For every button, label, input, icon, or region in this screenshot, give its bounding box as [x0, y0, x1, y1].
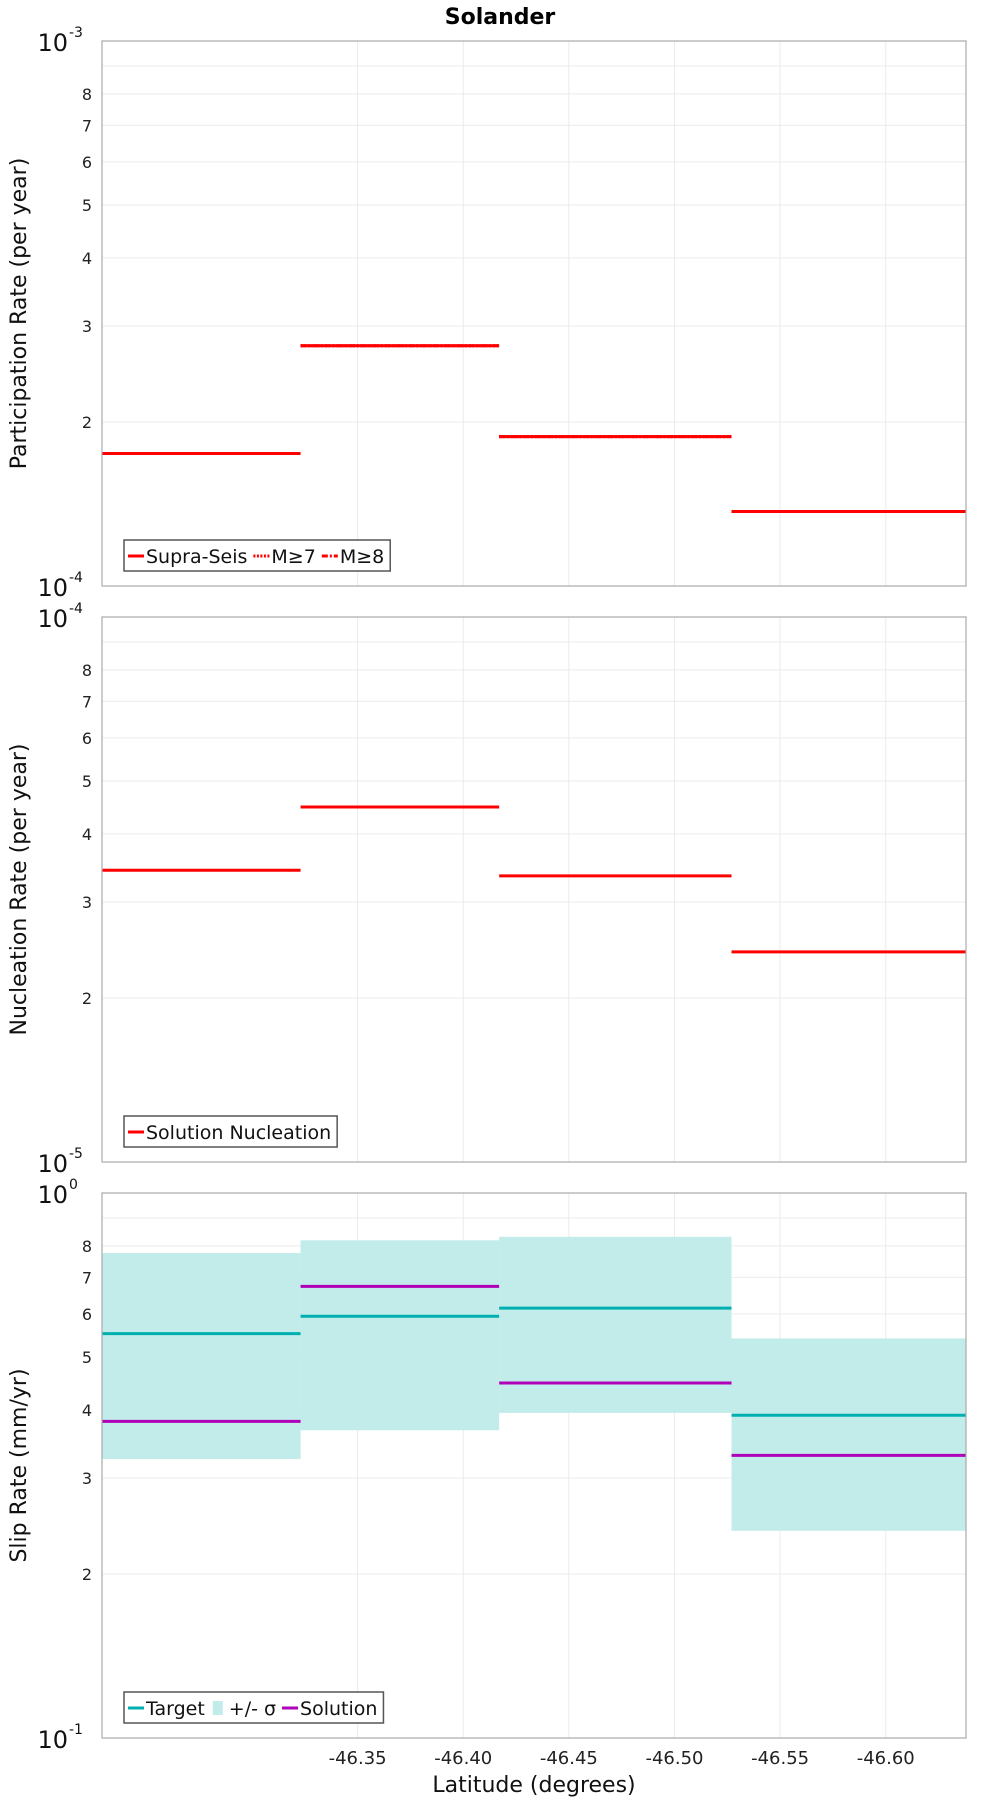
y-tick-label: 7	[82, 116, 92, 135]
plot-frame	[101, 1192, 967, 1739]
y-major-tick-label: 10	[37, 1726, 68, 1754]
y-tick-label: 2	[82, 989, 92, 1008]
sigma-band	[499, 1236, 732, 1413]
y-tick-label: 3	[82, 317, 92, 336]
x-tick-label: -46.50	[645, 1748, 703, 1769]
x-tick-label: -46.55	[751, 1748, 809, 1769]
y-tick-label: 4	[82, 825, 92, 844]
y-major-tick-exponent: -3	[69, 25, 83, 41]
y-tick-label: 6	[82, 1305, 92, 1324]
legend-label: Solution Nucleation	[146, 1122, 331, 1144]
y-major-tick-exponent: -5	[69, 1146, 83, 1162]
x-tick-label: -46.60	[857, 1748, 915, 1769]
plot-frame	[101, 616, 967, 1163]
y-major-tick-exponent: 0	[69, 1177, 78, 1193]
y-tick-label: 5	[82, 1348, 92, 1367]
y-tick-label: 4	[82, 1401, 92, 1420]
legend-label: Solution	[300, 1698, 377, 1720]
x-tick-label: -46.40	[434, 1748, 492, 1769]
y-major-tick-label: 10	[37, 605, 68, 633]
y-tick-label: 3	[82, 1469, 92, 1488]
y-axis-label: Participation Rate (per year)	[7, 158, 32, 470]
y-tick-label: 2	[82, 413, 92, 432]
chart-title: Solander	[445, 5, 556, 30]
legend: Solution Nucleation	[123, 1115, 338, 1148]
y-tick-label: 8	[82, 85, 92, 104]
y-major-tick-exponent: -4	[69, 570, 83, 586]
y-tick-label: 2	[82, 1565, 92, 1584]
legend-label: M≥8	[340, 546, 384, 568]
sigma-band	[102, 1253, 301, 1460]
y-tick-label: 5	[82, 772, 92, 791]
y-tick-label: 3	[82, 893, 92, 912]
x-tick-label: -46.35	[329, 1748, 387, 1769]
y-tick-label: 6	[82, 153, 92, 172]
legend-label: Target	[145, 1698, 205, 1720]
y-tick-label: 8	[82, 661, 92, 680]
y-tick-label: 8	[82, 1237, 92, 1256]
y-axis-label: Slip Rate (mm/yr)	[7, 1368, 32, 1562]
legend-label: +/- σ	[229, 1698, 276, 1720]
sigma-band	[731, 1338, 966, 1531]
y-tick-label: 6	[82, 729, 92, 748]
y-major-tick-label: 10	[37, 29, 68, 57]
plot-frame	[101, 40, 967, 587]
legend-swatch	[212, 1701, 223, 1715]
y-axis-label: Nucleation Rate (per year)	[7, 744, 32, 1036]
sigma-band	[300, 1240, 500, 1431]
x-tick-label: -46.45	[540, 1748, 598, 1769]
y-tick-label: 7	[82, 1268, 92, 1287]
legend-box	[123, 1691, 385, 1724]
legend: Supra-Seis M≥7 M≥8	[123, 539, 391, 572]
y-major-tick-exponent: -4	[69, 601, 83, 617]
x-axis-label: Latitude (degrees)	[432, 1773, 635, 1798]
y-major-tick-label: 10	[37, 574, 68, 602]
y-tick-label: 4	[82, 249, 92, 268]
y-major-tick-label: 10	[37, 1150, 68, 1178]
y-tick-label: 7	[82, 692, 92, 711]
legend-label: Supra-Seis	[146, 546, 247, 568]
legend: Target +/- σ Solution	[123, 1691, 385, 1724]
legend-box	[123, 1115, 338, 1148]
y-major-tick-label: 10	[37, 1181, 68, 1209]
y-tick-label: 5	[82, 196, 92, 215]
legend-label: M≥7	[271, 546, 315, 568]
y-major-tick-exponent: -1	[69, 1722, 83, 1738]
